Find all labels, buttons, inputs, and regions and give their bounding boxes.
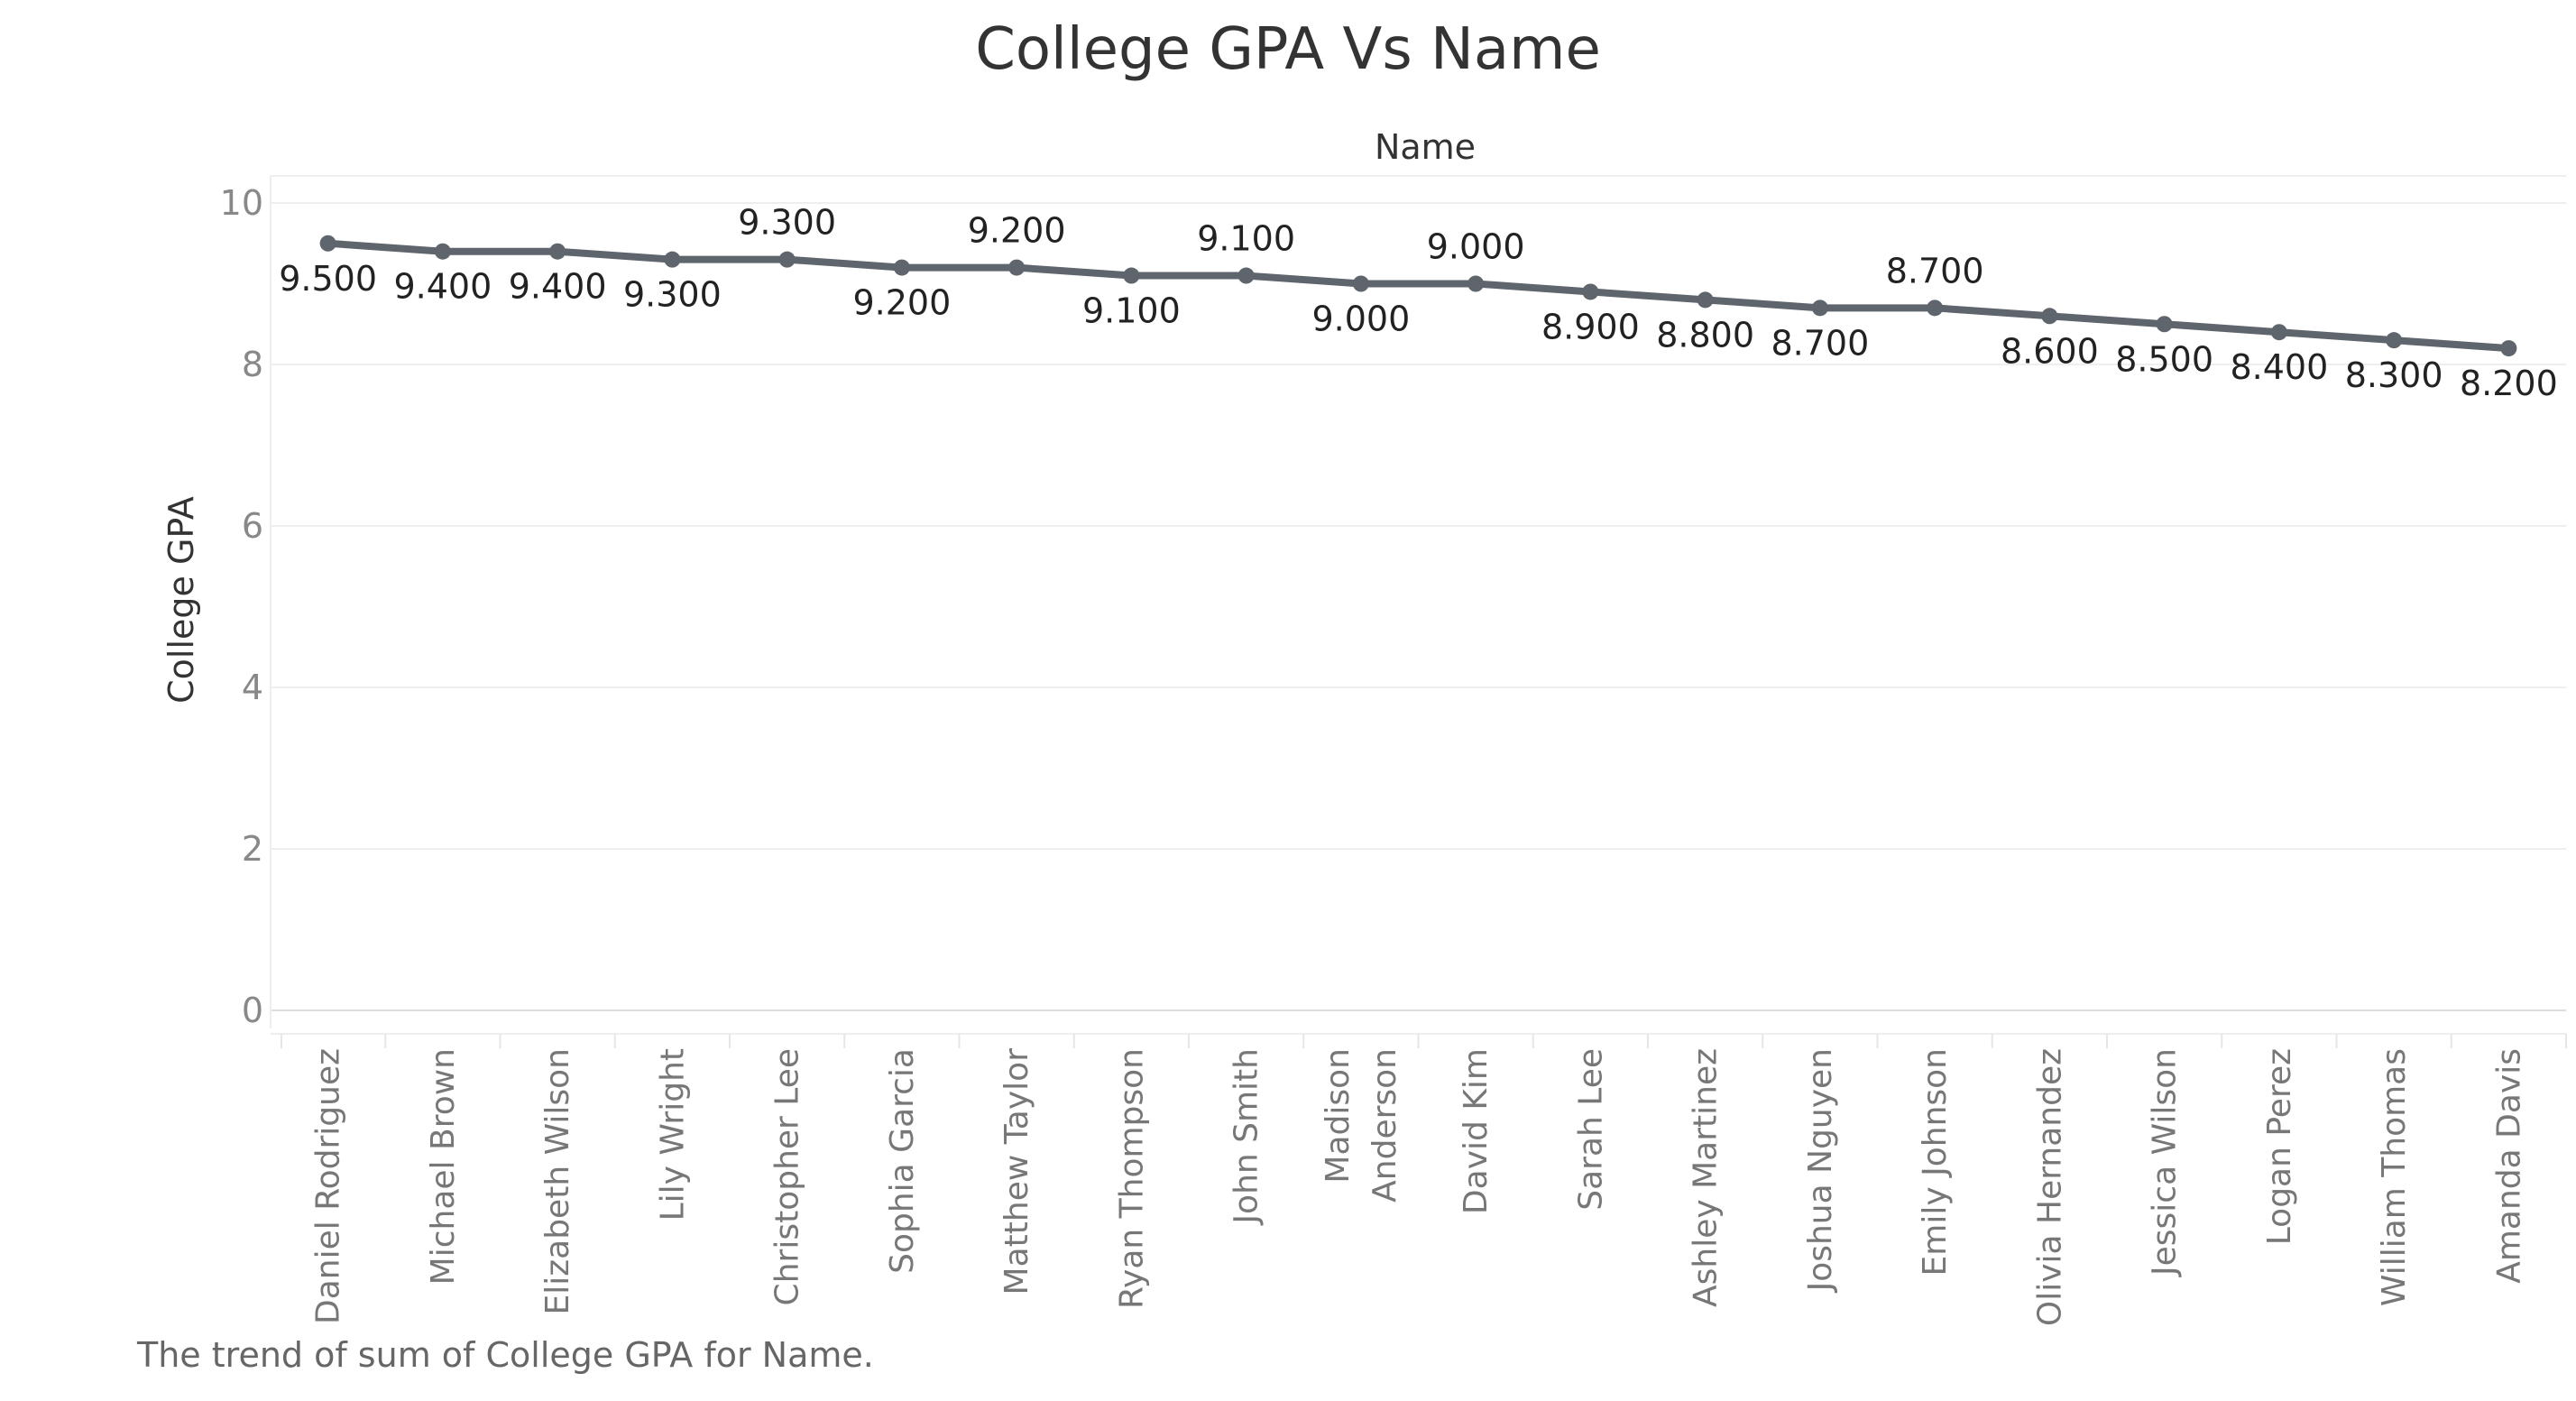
data-point bbox=[893, 259, 910, 276]
data-label: 8.800 bbox=[1656, 315, 1754, 355]
data-label: 8.200 bbox=[2460, 364, 2558, 403]
data-point bbox=[2270, 324, 2287, 341]
data-point bbox=[1008, 259, 1026, 276]
data-point bbox=[1467, 275, 1485, 292]
x-tick-label: Michael Brown bbox=[425, 1048, 462, 1285]
data-label: 9.500 bbox=[279, 259, 377, 299]
data-point bbox=[664, 251, 681, 268]
data-point bbox=[1237, 267, 1255, 284]
chart-title: College GPA Vs Name bbox=[975, 16, 1601, 83]
data-point bbox=[1811, 300, 1828, 317]
series-college-gpa bbox=[319, 235, 2517, 357]
y-axis-title: College GPA bbox=[161, 496, 201, 704]
data-label: 9.300 bbox=[623, 275, 722, 315]
y-tick-label: 6 bbox=[242, 506, 263, 546]
chart-caption: The trend of sum of College GPA for Name… bbox=[137, 1335, 874, 1375]
data-point bbox=[319, 235, 336, 252]
y-tick-label: 4 bbox=[242, 668, 263, 707]
x-axis: Daniel Rodriguez Michael Brown Elizabeth W… bbox=[271, 1033, 2567, 1326]
x-tick-label: Daniel Rodriguez bbox=[310, 1048, 347, 1324]
y-tick-label: 10 bbox=[220, 183, 263, 223]
x-tick-label: Jessica Wilson bbox=[2147, 1048, 2184, 1277]
data-label: 9.200 bbox=[852, 283, 951, 323]
x-tick-label: Madison Anderson bbox=[1320, 1048, 1403, 1203]
x-tick-label: Olivia Hernandez bbox=[2031, 1048, 2068, 1326]
x-tick-label: Elizabeth Wilson bbox=[539, 1048, 576, 1315]
x-tick-label: Emily Johnson bbox=[1917, 1048, 1954, 1276]
data-label: 9.000 bbox=[1311, 300, 1410, 339]
data-label: 9.400 bbox=[509, 267, 607, 307]
data-label: 9.400 bbox=[393, 267, 492, 307]
x-tick-label: Matthew Taylor bbox=[998, 1048, 1035, 1295]
x-tick-label: Amanda Davis bbox=[2490, 1048, 2527, 1284]
data-point bbox=[2386, 332, 2403, 349]
x-tick-label: Christopher Lee bbox=[769, 1048, 806, 1305]
data-label: 9.100 bbox=[1197, 219, 1295, 259]
data-point bbox=[549, 243, 566, 260]
data-label: 8.600 bbox=[2001, 331, 2099, 371]
x-tick-label: William Thomas bbox=[2376, 1048, 2413, 1306]
x-tick-label: Joshua Nguyen bbox=[1802, 1048, 1839, 1293]
gridlines bbox=[271, 175, 2566, 1011]
series-line bbox=[324, 239, 2513, 353]
x-tick-label: Sarah Lee bbox=[1572, 1048, 1609, 1211]
x-tick-label: Logan Perez bbox=[2261, 1048, 2298, 1245]
x-tick-label: Lily Wright bbox=[654, 1048, 691, 1221]
x-tick-label: Sophia Garcia bbox=[884, 1048, 921, 1274]
data-point bbox=[778, 251, 796, 268]
data-label: 9.100 bbox=[1082, 291, 1181, 331]
x-tick-label: David Kim bbox=[1458, 1048, 1495, 1214]
data-point bbox=[1352, 275, 1369, 292]
data-point bbox=[2500, 340, 2517, 357]
x-tick-label: Ryan Thompson bbox=[1113, 1048, 1150, 1309]
data-point bbox=[2156, 316, 2173, 333]
y-tick-label: 0 bbox=[242, 991, 263, 1030]
data-label: 9.300 bbox=[738, 203, 836, 243]
data-label: 8.900 bbox=[1541, 307, 1640, 346]
y-tick-label: 8 bbox=[242, 345, 263, 384]
data-label: 8.700 bbox=[1771, 323, 1869, 363]
data-label: 8.400 bbox=[2230, 347, 2328, 387]
data-point bbox=[1582, 283, 1599, 300]
x-tick-label: Ashley Martinez bbox=[1688, 1048, 1725, 1307]
x-tick-label: John Smith bbox=[1228, 1048, 1265, 1226]
y-tick-label: 2 bbox=[242, 829, 263, 869]
data-label: 8.700 bbox=[1886, 251, 1984, 290]
data-point bbox=[1697, 291, 1714, 309]
data-point bbox=[1927, 300, 1944, 317]
top-axis-label: Name bbox=[1375, 127, 1476, 167]
data-point bbox=[2041, 308, 2058, 325]
data-labels: 9.500 9.400 9.400 9.300 9.300 9.200 9.200 9.100… bbox=[279, 203, 2558, 403]
data-label: 9.200 bbox=[968, 211, 1066, 251]
data-point bbox=[1123, 267, 1140, 284]
data-label: 8.300 bbox=[2345, 355, 2443, 395]
y-axis: 0 2 4 6 8 10 bbox=[220, 176, 271, 1030]
data-point bbox=[434, 243, 451, 260]
data-label: 9.000 bbox=[1427, 227, 1525, 267]
data-label: 8.500 bbox=[2115, 339, 2213, 379]
